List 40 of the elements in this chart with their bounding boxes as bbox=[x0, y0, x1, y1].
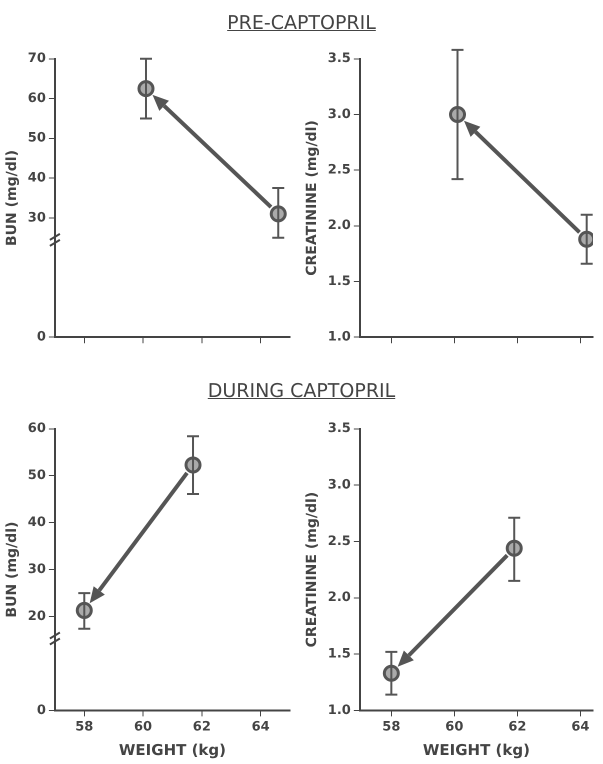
chart-title: DURING CAPTOPRIL bbox=[206, 380, 396, 402]
x-tick-label: 62 bbox=[508, 720, 526, 735]
y-tick-label: 1.0 bbox=[328, 330, 351, 345]
y-tick-label: 2.5 bbox=[328, 162, 351, 178]
x-tick-label: 58 bbox=[382, 720, 400, 735]
x-tick-label: 60 bbox=[445, 720, 464, 735]
y-tick-label: 30 bbox=[28, 210, 46, 226]
x-tick-label: 62 bbox=[192, 720, 211, 735]
y-tick-label: 60 bbox=[28, 421, 46, 436]
x-tick-label: 64 bbox=[571, 720, 590, 735]
x-tick-label: 64 bbox=[252, 720, 270, 735]
y-tick-label: 0 bbox=[36, 330, 46, 345]
y-tick-label: 3.0 bbox=[328, 106, 351, 122]
x-tick-label: 58 bbox=[75, 720, 94, 735]
chart-title: PRE-CAPTOPRIL bbox=[226, 12, 377, 34]
y-tick-label: 1.0 bbox=[328, 702, 351, 718]
y-tick-label: 70 bbox=[28, 51, 46, 66]
y-axis-title: CREATININE (mg/dl) bbox=[304, 492, 320, 648]
y-tick-label: 60 bbox=[28, 90, 46, 106]
y-tick-label: 2.0 bbox=[328, 590, 351, 606]
y-tick-label: 3.5 bbox=[328, 51, 351, 66]
y-tick-label: 50 bbox=[28, 130, 46, 146]
y-axis-title: CREATININE (mg/dl) bbox=[304, 120, 320, 276]
x-axis-title: WEIGHT (kg) bbox=[118, 740, 226, 759]
y-tick-label: 0 bbox=[36, 702, 46, 718]
y-tick-label: 2.0 bbox=[328, 218, 351, 234]
y-tick-label: 1.5 bbox=[328, 646, 351, 662]
x-tick-label: 60 bbox=[134, 720, 152, 735]
x-axis-title: WEIGHT (kg) bbox=[422, 740, 530, 759]
y-axis-title: BUN (mg/dl) bbox=[4, 522, 20, 618]
y-tick-label: 20 bbox=[28, 608, 46, 624]
y-tick-label: 2.5 bbox=[328, 534, 351, 549]
y-axis-title: BUN (mg/dl) bbox=[4, 150, 20, 246]
y-tick-label: 1.5 bbox=[328, 274, 351, 289]
y-tick-label: 40 bbox=[28, 515, 46, 530]
y-tick-label: 50 bbox=[28, 468, 46, 484]
y-tick-label: 40 bbox=[28, 170, 46, 186]
y-tick-label: 3.0 bbox=[328, 477, 351, 492]
y-tick-label: 30 bbox=[28, 562, 46, 577]
y-tick-label: 3.5 bbox=[328, 421, 351, 436]
